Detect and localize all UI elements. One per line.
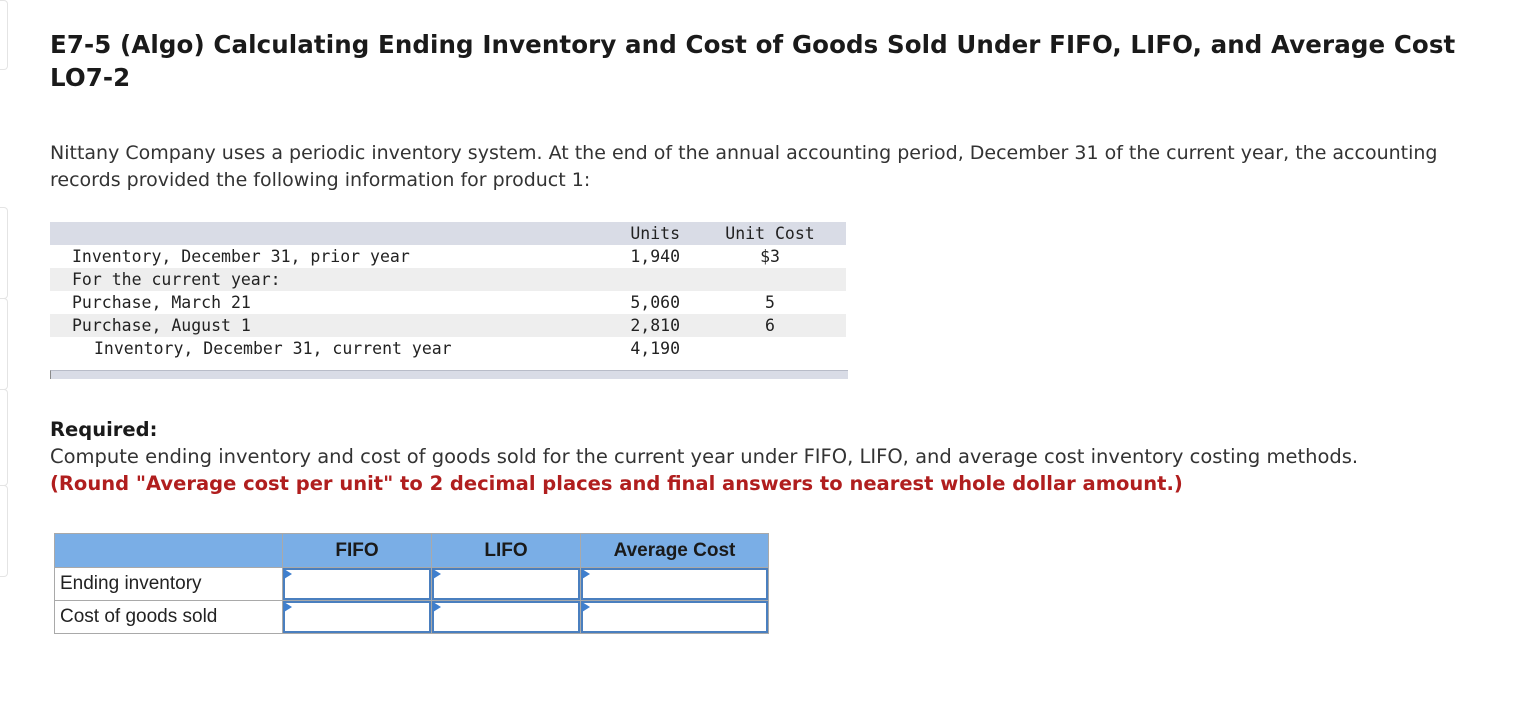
- inventory-data-table: Units Unit Cost Inventory, December 31, …: [50, 222, 846, 360]
- row-units: 1,940: [630, 247, 680, 266]
- answer-cell: [282, 567, 432, 601]
- row-label: For the current year:: [72, 270, 281, 289]
- cost-of-goods-sold-label: Cost of goods sold: [54, 600, 283, 634]
- row-label: Inventory, December 31, current year: [94, 339, 452, 358]
- ending-inventory-lifo-input[interactable]: [432, 568, 580, 600]
- row-label: Purchase, March 21: [72, 293, 251, 312]
- row-label: Inventory, December 31, prior year: [72, 247, 410, 266]
- rounding-note: (Round "Average cost per unit" to 2 deci…: [50, 472, 1183, 495]
- row-unit-cost: $3: [760, 247, 780, 266]
- row-units: 2,810: [630, 316, 680, 335]
- answer-cell: [431, 567, 581, 601]
- answer-table: FIFO LIFO Average Cost Ending inventory: [54, 533, 769, 634]
- ending-inventory-fifo-input[interactable]: [283, 568, 431, 600]
- blank-header: [54, 533, 283, 568]
- answer-header-row: FIFO LIFO Average Cost: [54, 533, 769, 568]
- ending-inventory-row: Ending inventory: [54, 567, 769, 601]
- answer-cell: [580, 600, 769, 634]
- cost-of-goods-sold-row: Cost of goods sold: [54, 600, 769, 634]
- lifo-column-header: LIFO: [431, 533, 581, 568]
- ending-inventory-average-input[interactable]: [581, 568, 768, 600]
- left-panel-edge: [0, 207, 8, 299]
- data-table-row: Purchase, August 1 2,810 6: [50, 314, 846, 337]
- units-header: Units: [630, 224, 680, 243]
- data-table-row: Purchase, March 21 5,060 5: [50, 291, 846, 314]
- cogs-average-input[interactable]: [581, 601, 768, 633]
- answer-cell: [431, 600, 581, 634]
- data-table-footer-bar: [50, 370, 848, 379]
- left-panel-edge: [0, 485, 8, 577]
- ending-inventory-label: Ending inventory: [54, 567, 283, 601]
- data-table-row: Inventory, December 31, prior year 1,940…: [50, 245, 846, 268]
- answer-cell: [580, 567, 769, 601]
- answer-cell: [282, 600, 432, 634]
- unit-cost-header: Unit Cost: [725, 224, 815, 243]
- question-title: E7-5 (Algo) Calculating Ending Inventory…: [50, 30, 1456, 92]
- left-panel-edge: [0, 298, 8, 390]
- data-table-row: Inventory, December 31, current year 4,1…: [50, 337, 846, 360]
- left-panel-edge: [0, 389, 8, 486]
- left-panel-edge: [0, 0, 8, 70]
- row-label: Purchase, August 1: [72, 316, 251, 335]
- cogs-fifo-input[interactable]: [283, 601, 431, 633]
- row-units: 4,190: [630, 339, 680, 358]
- required-section: Required: Compute ending inventory and c…: [50, 416, 1480, 497]
- required-text: Compute ending inventory and cost of goo…: [50, 445, 1359, 468]
- data-table-row: For the current year:: [50, 268, 846, 291]
- row-units: 5,060: [630, 293, 680, 312]
- cogs-lifo-input[interactable]: [432, 601, 580, 633]
- row-unit-cost: 6: [765, 316, 775, 335]
- fifo-column-header: FIFO: [282, 533, 432, 568]
- required-heading: Required:: [50, 418, 158, 441]
- data-table-header-row: Units Unit Cost: [50, 222, 846, 245]
- average-cost-column-header: Average Cost: [580, 533, 769, 568]
- row-unit-cost: 5: [765, 293, 775, 312]
- question-intro: Nittany Company uses a periodic inventor…: [50, 142, 1438, 191]
